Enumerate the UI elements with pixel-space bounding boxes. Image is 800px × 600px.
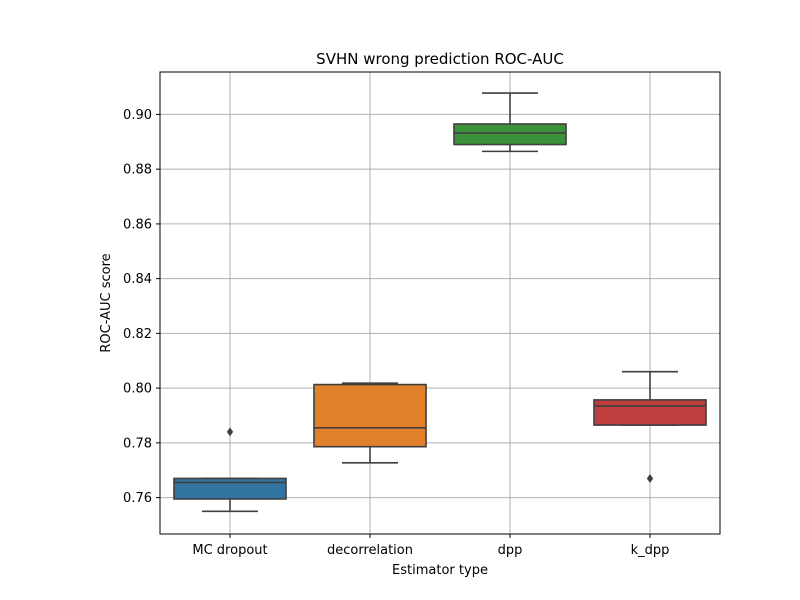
boxes	[173, 92, 707, 513]
box-group	[313, 382, 427, 464]
chart-title: SVHN wrong prediction ROC-AUC	[316, 50, 564, 68]
iqr-box	[173, 477, 287, 500]
y-tick-label: 0.76	[123, 491, 152, 506]
y-tick-label: 0.78	[123, 436, 152, 451]
y-tick-label: 0.90	[123, 108, 152, 123]
plot-frame	[159, 71, 721, 535]
x-axis-label: Estimator type	[392, 563, 488, 578]
outlier-point	[646, 473, 654, 483]
ticks: 0.76 0.78 0.80 0.82 0.84 0.86 0.88 0.90 MC dropo…	[123, 108, 669, 558]
y-tick-label: 0.84	[123, 272, 152, 287]
iqr-box	[313, 383, 427, 448]
x-tick-label: decorrelation	[327, 543, 413, 558]
x-tick-label: MC dropout	[192, 543, 267, 558]
y-tick-label: 0.80	[123, 382, 152, 397]
iqr-box	[453, 123, 567, 146]
iqr-box	[593, 399, 707, 426]
x-tick-label: k_dpp	[631, 543, 670, 558]
grid	[160, 72, 720, 534]
y-axis-label: ROC-AUC score	[99, 253, 114, 352]
y-tick-label: 0.86	[123, 217, 152, 232]
y-tick-label: 0.82	[123, 327, 152, 342]
box-group	[593, 370, 707, 483]
outlier-point	[226, 427, 234, 437]
x-tick-label: dpp	[498, 543, 523, 558]
box-group	[173, 427, 287, 513]
box-group	[453, 92, 567, 153]
y-tick-label: 0.88	[123, 163, 152, 178]
